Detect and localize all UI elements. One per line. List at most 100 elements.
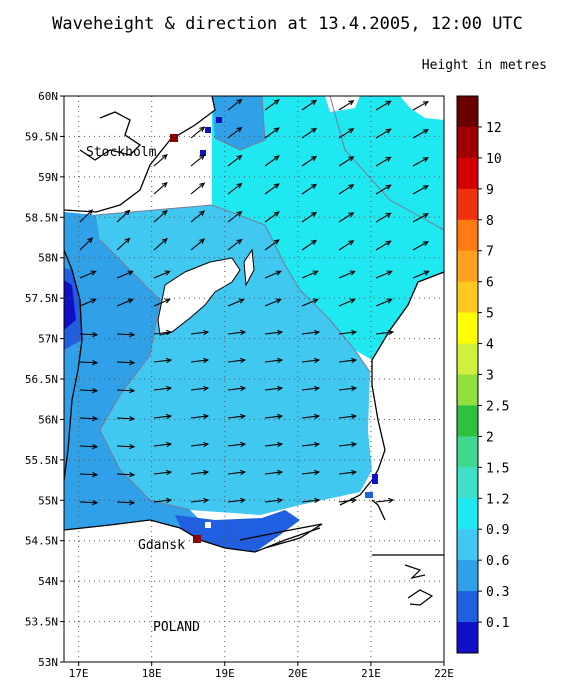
wave-arrow [264, 270, 282, 279]
wave-arrow [338, 441, 358, 448]
wave-arrow [227, 154, 243, 167]
wave-arrow [412, 101, 429, 111]
wave-arrow [264, 385, 284, 392]
lat-lon-grid [64, 96, 444, 662]
wave-arrow [412, 241, 429, 251]
colorbar-swatch [457, 622, 478, 654]
wave-arrow [264, 329, 284, 336]
wave-arrow [190, 238, 206, 251]
wave-arrow [227, 413, 247, 420]
colorbar-swatch [457, 436, 478, 468]
wave-arrow [227, 357, 247, 364]
wave-arrow [412, 270, 430, 279]
land-sweden [64, 96, 215, 212]
wave-arrow [264, 183, 280, 195]
wave-arrow [301, 99, 318, 111]
colorbar-label: 10 [486, 152, 502, 167]
wave-arrow [412, 185, 429, 195]
wave-arrow [79, 359, 99, 366]
wave-arrow [116, 237, 131, 251]
wave-arrow [190, 329, 210, 336]
wave-arrow [301, 497, 321, 504]
wave-arrow [338, 469, 358, 476]
wave-arrow [375, 100, 392, 111]
wave-arrow [338, 357, 358, 364]
wave-arrow [338, 385, 358, 392]
wave-arrow [375, 298, 393, 307]
wave-arrow [375, 270, 393, 279]
lat-tick-label: 54N [38, 575, 58, 588]
place-label-poland: POLAND [153, 620, 200, 635]
wave-arrow [338, 240, 355, 251]
wave-arrow [301, 329, 321, 336]
colorbar-label: 0.3 [486, 585, 509, 600]
colorbar-label: 2.5 [486, 399, 509, 414]
wave-arrow [116, 415, 136, 422]
wave-arrow [264, 127, 280, 139]
colorbar-swatch [457, 498, 478, 530]
wave-arrow [375, 497, 395, 504]
wave-arrow [264, 99, 280, 111]
wave-arrow [153, 298, 171, 307]
place-label-stockholm: Stockholm [86, 145, 157, 160]
wave-arrow [153, 413, 173, 420]
wave-arrow [227, 98, 243, 111]
wave-arrow [227, 469, 247, 476]
wave-arrow [264, 441, 284, 448]
wave-arrow [153, 385, 173, 392]
colorbar-swatch [457, 374, 478, 406]
wave-arrow [338, 497, 358, 504]
colorbar-label: 8 [486, 214, 494, 229]
lat-tick-label: 56.5N [25, 373, 58, 386]
wave-arrow [338, 100, 355, 111]
lat-tick-label: 53.5N [25, 616, 58, 629]
colorbar-swatch [457, 312, 478, 345]
wave-arrow [264, 469, 284, 476]
wave-arrow [116, 270, 134, 279]
colorbar-label: 0.9 [486, 523, 509, 538]
wave-arrow [116, 359, 136, 366]
wave-arrow [301, 155, 318, 167]
wave-arrow [116, 443, 136, 450]
colorbar-label: 1.5 [486, 461, 509, 476]
wave-arrow [190, 469, 210, 476]
wave-arrow [153, 329, 173, 336]
wave-arrow [338, 128, 355, 139]
wave-arrow [264, 155, 280, 167]
wave-arrow [153, 210, 168, 223]
wave-arrow [412, 157, 429, 167]
coastlines [64, 96, 444, 553]
lat-tick-label: 60N [38, 90, 58, 103]
colorbar-swatch [457, 188, 478, 221]
wave-arrow [153, 238, 168, 251]
colorbar-label: 3 [486, 369, 494, 384]
colorbar-label: 5 [486, 307, 494, 322]
colorbar: 12 10 9 8 7 6 5 4 3 2.5 2 1.5 1.2 0.9 0.6 0.3 0.1 [456, 95, 509, 654]
wave-arrow [227, 298, 245, 307]
wave-arrow [153, 357, 173, 364]
colorbar-swatch [457, 405, 478, 437]
wave-arrow [116, 209, 131, 223]
wave-arrow [116, 471, 136, 478]
colorbar-label: 6 [486, 276, 494, 291]
wave-arrow [153, 469, 173, 476]
colorbar-label: 2 [486, 430, 494, 445]
colorbar-label: 7 [486, 245, 494, 260]
wave-arrow [338, 212, 355, 223]
colorbar-swatch [457, 96, 478, 128]
wave-arrow [412, 213, 429, 223]
wave-arrow [190, 497, 210, 504]
lat-tick-label: 58.5N [25, 211, 58, 224]
colorbar-swatch [457, 529, 478, 561]
wave-arrow [79, 331, 99, 338]
wave-arrow [264, 211, 280, 223]
wave-arrow [227, 238, 243, 251]
wave-arrow [153, 441, 173, 448]
wave-arrow [412, 129, 429, 139]
colorbar-swatch [457, 591, 478, 623]
wave-arrow [375, 212, 392, 223]
wave-arrow [301, 413, 321, 420]
lat-tick-label: 57.5N [25, 292, 58, 305]
wave-arrow [301, 441, 321, 448]
